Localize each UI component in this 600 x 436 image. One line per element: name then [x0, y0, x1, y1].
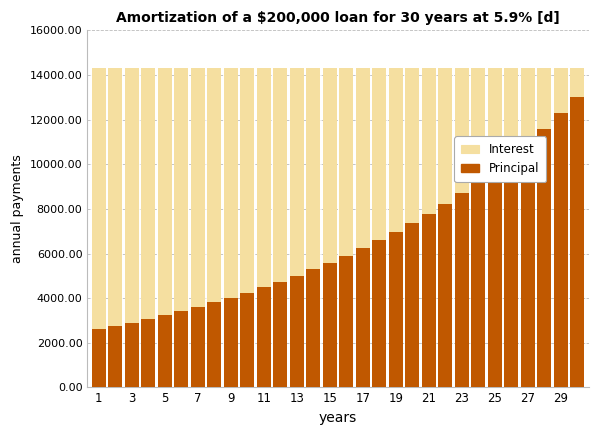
- Bar: [356, 248, 370, 388]
- Bar: [521, 143, 535, 388]
- Bar: [257, 287, 271, 388]
- Bar: [439, 68, 452, 388]
- Bar: [241, 293, 254, 388]
- Bar: [290, 276, 304, 388]
- Bar: [373, 240, 386, 388]
- Bar: [224, 298, 238, 388]
- Bar: [142, 68, 155, 388]
- Bar: [92, 329, 106, 388]
- Bar: [125, 323, 139, 388]
- Bar: [158, 68, 172, 388]
- Bar: [92, 68, 106, 388]
- Legend: Interest, Principal: Interest, Principal: [454, 136, 546, 182]
- Bar: [274, 68, 287, 388]
- Bar: [109, 326, 122, 388]
- Bar: [488, 170, 502, 388]
- Bar: [125, 68, 139, 388]
- Bar: [505, 157, 518, 388]
- Bar: [224, 68, 238, 388]
- Bar: [571, 68, 584, 388]
- Bar: [323, 263, 337, 388]
- Bar: [274, 282, 287, 388]
- Bar: [406, 68, 419, 388]
- Bar: [323, 68, 337, 388]
- Bar: [455, 68, 469, 388]
- Bar: [554, 113, 568, 388]
- Bar: [554, 68, 568, 388]
- Bar: [538, 129, 551, 388]
- Bar: [406, 223, 419, 388]
- Bar: [538, 68, 551, 388]
- Bar: [208, 68, 221, 388]
- Bar: [241, 68, 254, 388]
- Bar: [175, 68, 188, 388]
- Y-axis label: annual payments: annual payments: [11, 155, 24, 263]
- Bar: [257, 68, 271, 388]
- Bar: [472, 181, 485, 388]
- Bar: [389, 68, 403, 388]
- Bar: [472, 68, 485, 388]
- Title: Amortization of a $200,000 loan for 30 years at 5.9% [d]: Amortization of a $200,000 loan for 30 y…: [116, 11, 560, 25]
- Bar: [191, 68, 205, 388]
- Bar: [505, 68, 518, 388]
- Bar: [389, 232, 403, 388]
- Bar: [356, 68, 370, 388]
- Bar: [571, 97, 584, 388]
- Bar: [422, 68, 436, 388]
- Bar: [521, 68, 535, 388]
- Bar: [175, 311, 188, 388]
- Bar: [208, 303, 221, 388]
- Bar: [307, 269, 320, 388]
- Bar: [158, 315, 172, 388]
- Bar: [290, 68, 304, 388]
- Bar: [307, 68, 320, 388]
- Bar: [422, 214, 436, 388]
- Bar: [109, 68, 122, 388]
- Bar: [439, 204, 452, 388]
- X-axis label: years: years: [319, 411, 357, 425]
- Bar: [373, 68, 386, 388]
- Bar: [191, 307, 205, 388]
- Bar: [488, 68, 502, 388]
- Bar: [142, 319, 155, 388]
- Bar: [340, 256, 353, 388]
- Bar: [340, 68, 353, 388]
- Bar: [455, 193, 469, 388]
